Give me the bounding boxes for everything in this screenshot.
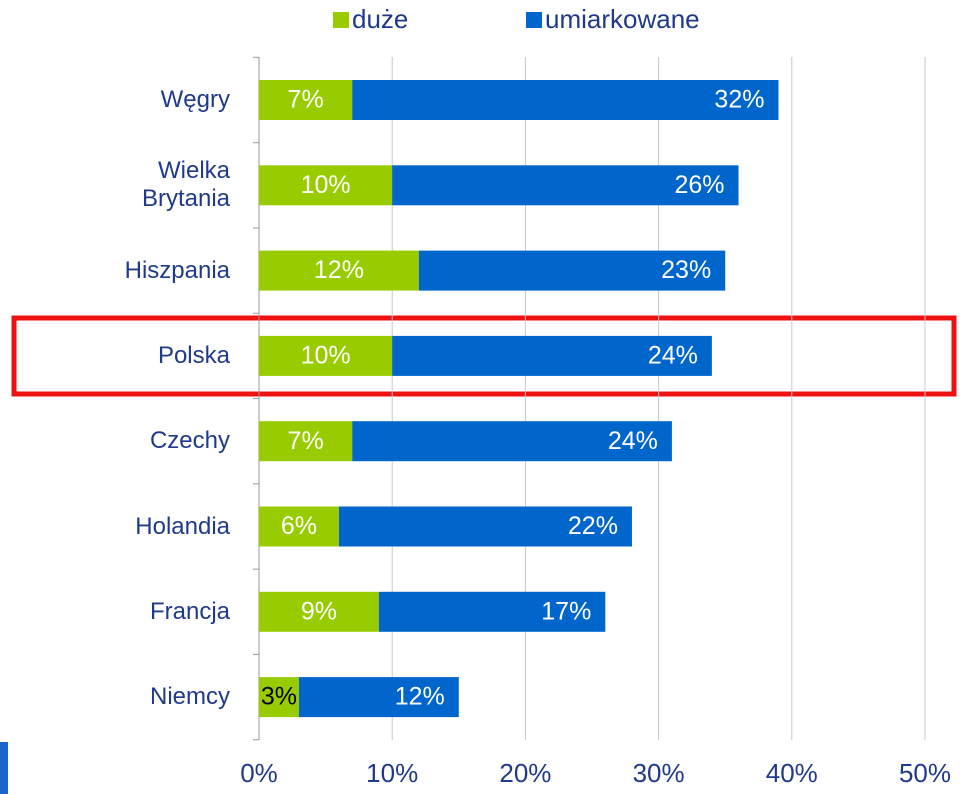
data-label: 12% bbox=[395, 683, 445, 711]
legend-label: duże bbox=[352, 4, 408, 34]
y-tick-label: Niemcy bbox=[149, 683, 230, 711]
bar-segment bbox=[298, 677, 459, 718]
legend-swatch bbox=[526, 12, 542, 28]
x-tick-label: 0% bbox=[240, 758, 278, 788]
bar-segment bbox=[259, 250, 419, 291]
bar-segment bbox=[259, 506, 339, 547]
data-label: 26% bbox=[674, 171, 724, 199]
y-tick-label: Węgry bbox=[160, 86, 230, 113]
legend-label: umiarkowane bbox=[545, 4, 700, 34]
x-tick-label: 30% bbox=[633, 758, 685, 788]
data-label: 9% bbox=[301, 597, 337, 625]
data-label: 12% bbox=[314, 256, 364, 284]
legend-swatch bbox=[333, 12, 349, 28]
x-tick-label: 40% bbox=[766, 758, 818, 788]
bar-segment bbox=[378, 591, 606, 632]
y-tick-label: Wielka Brytania bbox=[141, 157, 230, 213]
x-tick-label: 20% bbox=[499, 758, 551, 788]
bar-segment bbox=[392, 335, 712, 376]
bar-segment bbox=[259, 421, 353, 462]
y-tick-label: Czechy bbox=[149, 427, 230, 455]
x-tick-label: 50% bbox=[899, 758, 951, 788]
data-label: 6% bbox=[281, 512, 317, 540]
bar-segment bbox=[338, 506, 632, 547]
data-label: 32% bbox=[714, 86, 764, 114]
y-tick-label: Holandia bbox=[135, 512, 230, 540]
data-label: 7% bbox=[288, 427, 324, 455]
y-tick-label: Polska bbox=[157, 341, 230, 369]
bar-segment bbox=[259, 591, 379, 632]
corner-decoration bbox=[0, 742, 8, 794]
data-label: 23% bbox=[661, 256, 711, 284]
bar-segment bbox=[259, 677, 299, 718]
data-label: 7% bbox=[288, 86, 324, 114]
bar-segment bbox=[259, 165, 393, 206]
y-tick-label: Hiszpania bbox=[124, 256, 230, 284]
y-tick-label: Francja bbox=[149, 597, 230, 625]
data-label: 22% bbox=[568, 512, 618, 540]
bar-segment bbox=[392, 165, 739, 206]
bar-segment bbox=[352, 80, 779, 120]
bar-segment bbox=[352, 421, 672, 462]
data-label: 3% bbox=[261, 683, 297, 711]
highlight-box bbox=[11, 315, 957, 397]
data-label: 17% bbox=[541, 597, 591, 625]
data-label: 24% bbox=[648, 342, 698, 370]
data-label: 10% bbox=[301, 342, 351, 370]
bar-segment bbox=[259, 335, 393, 376]
bar-segment bbox=[259, 80, 353, 120]
x-tick-label: 10% bbox=[366, 758, 418, 788]
data-label: 24% bbox=[608, 427, 658, 455]
data-label: 10% bbox=[301, 171, 351, 199]
bar-segment bbox=[418, 250, 726, 291]
